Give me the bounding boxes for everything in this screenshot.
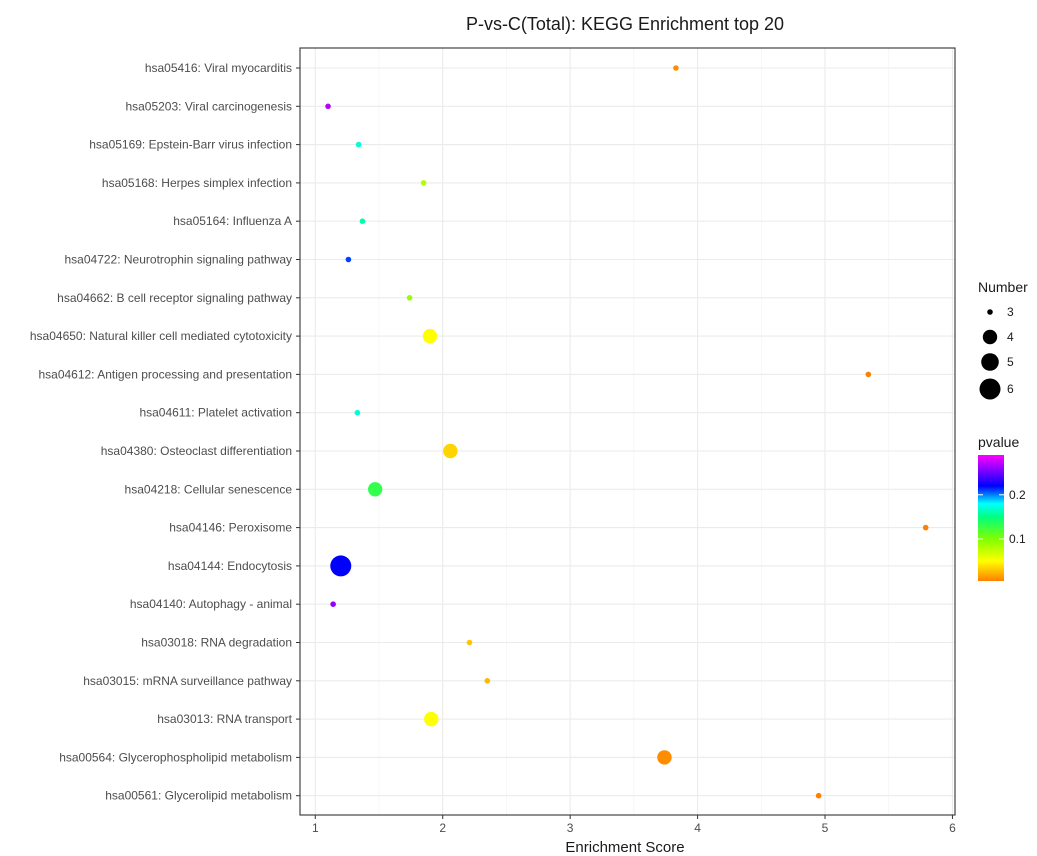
color-legend-title: pvalue [978, 434, 1019, 450]
data-point [673, 65, 679, 71]
data-point [355, 141, 362, 148]
x-tick-label: 5 [822, 821, 829, 835]
x-axis-tick-labels: 1 2 3 4 5 6 [312, 815, 956, 835]
y-tick-label: hsa05168: Herpes simplex infection [102, 176, 292, 190]
y-tick-label: hsa04662: B cell receptor signaling path… [57, 291, 292, 305]
y-tick-label: hsa04612: Antigen processing and present… [38, 367, 292, 381]
y-tick-label: hsa05416: Viral myocarditis [145, 61, 292, 75]
data-point [865, 371, 872, 378]
size-legend-title: Number [978, 279, 1028, 295]
y-tick-label: hsa05164: Influenza A [173, 214, 292, 228]
data-point [422, 328, 438, 344]
size-legend-key [979, 378, 1001, 400]
data-point [345, 256, 352, 263]
y-tick-label: hsa04650: Natural killer cell mediated c… [30, 329, 292, 343]
size-legend-label: 4 [1007, 330, 1014, 344]
size-legend-label: 5 [1007, 355, 1014, 369]
y-tick-label: hsa04218: Cellular senescence [125, 482, 293, 496]
data-point [420, 180, 427, 186]
data-point [922, 524, 929, 531]
data-point [359, 218, 366, 224]
colorbar-label: 0.2 [1009, 488, 1026, 502]
size-legend-key [982, 329, 998, 345]
y-tick-label: hsa03015: mRNA surveillance pathway [83, 674, 292, 688]
data-point [443, 443, 458, 459]
size-legend: Number 3 4 5 6 [978, 279, 1028, 400]
y-axis-tick-labels: hsa05416: Viral myocarditis hsa05203: Vir… [30, 61, 300, 803]
x-tick-label: 1 [312, 821, 319, 835]
x-tick-label: 2 [439, 821, 446, 835]
y-tick-label: hsa05203: Viral carcinogenesis [125, 99, 292, 113]
data-point [330, 555, 352, 577]
size-legend-key [987, 309, 993, 315]
x-tick-label: 3 [567, 821, 574, 835]
x-axis-title: Enrichment Score [565, 839, 684, 856]
chart-title: P-vs-C(Total): KEGG Enrichment top 20 [466, 14, 784, 34]
data-point [330, 601, 336, 607]
size-legend-key [981, 353, 999, 371]
data-point [406, 295, 413, 301]
y-tick-label: hsa03013: RNA transport [157, 712, 292, 726]
y-tick-label: hsa04611: Platelet activation [139, 406, 292, 420]
data-point [424, 711, 439, 727]
size-legend-label: 3 [1007, 305, 1014, 319]
panel-border [299, 47, 956, 816]
y-tick-label: hsa03018: RNA degradation [141, 636, 292, 650]
panel-background [300, 48, 955, 815]
y-tick-label: hsa00564: Glycerophospholipid metabolism [59, 750, 292, 764]
data-point [466, 639, 473, 646]
color-legend: pvalue 0.2 0.1 [978, 434, 1026, 581]
y-tick-label: hsa04140: Autophagy - animal [130, 597, 292, 611]
y-tick-label: hsa04146: Peroxisome [169, 521, 292, 535]
y-tick-label: hsa04722: Neurotrophin signaling pathway [65, 253, 293, 267]
colorbar-label: 0.1 [1009, 532, 1026, 546]
y-tick-label: hsa00561: Glycerolipid metabolism [105, 789, 292, 803]
data-point [484, 678, 491, 684]
y-tick-label: hsa04144: Endocytosis [168, 559, 292, 573]
y-tick-label: hsa05169: Epstein-Barr virus infection [89, 138, 292, 152]
plot-panel [299, 47, 956, 816]
data-point [367, 482, 383, 497]
data-point [657, 750, 672, 765]
size-legend-label: 6 [1007, 382, 1014, 396]
colorbar [978, 455, 1004, 581]
data-point [815, 792, 822, 799]
y-tick-label: hsa04380: Osteoclast differentiation [101, 444, 292, 458]
x-tick-label: 6 [949, 821, 956, 835]
data-point [354, 409, 361, 416]
x-tick-label: 4 [694, 821, 701, 835]
data-point [325, 103, 331, 110]
